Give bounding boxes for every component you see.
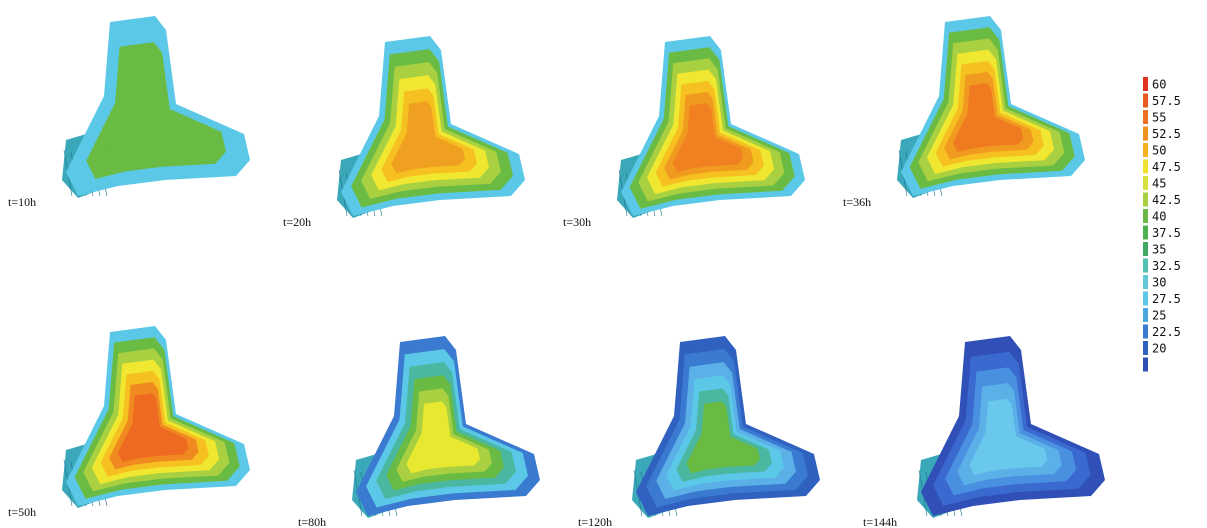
legend-swatch [1143, 176, 1148, 190]
legend-label: 35 [1152, 243, 1166, 257]
legend-label: 37.5 [1152, 226, 1181, 240]
panel-label: t=80h [298, 515, 326, 528]
panel: t=144h [863, 336, 1105, 528]
panel: t=80h [298, 336, 540, 528]
legend-label: 20 [1152, 342, 1166, 356]
panel: t=120h [578, 336, 820, 528]
legend-swatch [1143, 160, 1148, 174]
legend-swatch [1143, 226, 1148, 240]
legend-swatch [1143, 275, 1148, 289]
legend-label: 52.5 [1152, 127, 1181, 141]
panel-label: t=20h [283, 215, 311, 229]
legend-label: 55 [1152, 111, 1166, 125]
legend-swatch [1143, 292, 1148, 306]
legend-swatch [1143, 77, 1148, 91]
legend-label: 27.5 [1152, 292, 1181, 306]
panel-label: t=50h [8, 505, 36, 519]
panel-label: t=120h [578, 515, 612, 528]
legend-label: 22.5 [1152, 325, 1181, 339]
legend-swatch [1143, 325, 1148, 339]
legend-label: 42.5 [1152, 193, 1181, 207]
legend-swatch [1143, 143, 1148, 157]
legend-swatch [1143, 358, 1148, 372]
legend-swatch [1143, 308, 1148, 322]
legend-swatch [1143, 193, 1148, 207]
legend-swatch [1143, 94, 1148, 108]
panel-label: t=144h [863, 515, 897, 528]
legend-label: 45 [1152, 177, 1166, 191]
panel-label: t=30h [563, 215, 591, 229]
legend-swatch [1143, 209, 1148, 223]
legend-label: 40 [1152, 210, 1166, 224]
color-legend: 60 57.5 55 52.5 50 47.5 45 42.5 40 37.5 35 32.5 30 27… [1143, 77, 1181, 372]
panel-label: t=10h [8, 195, 36, 209]
legend-swatch [1143, 127, 1148, 141]
panel: t=50h [8, 326, 250, 519]
legend-swatch [1143, 341, 1148, 355]
legend-label: 25 [1152, 309, 1166, 323]
panel: t=36h [843, 16, 1085, 209]
panel: t=10h [8, 16, 250, 209]
legend-label: 30 [1152, 276, 1166, 290]
legend-label: 32.5 [1152, 259, 1181, 273]
legend-label: 47.5 [1152, 160, 1181, 174]
legend-swatch [1143, 110, 1148, 124]
legend-label: 50 [1152, 144, 1166, 158]
panel-label: t=36h [843, 195, 871, 209]
figure: t=10h t=20h t=30h t=36h t=50h t=80h t=120h t=14… [0, 0, 1207, 528]
legend-swatch [1143, 259, 1148, 273]
panel: t=30h [563, 36, 805, 229]
legend-label: 60 [1152, 78, 1166, 92]
panel: t=20h [283, 36, 525, 229]
legend-swatch [1143, 242, 1148, 256]
legend-label: 57.5 [1152, 94, 1181, 108]
